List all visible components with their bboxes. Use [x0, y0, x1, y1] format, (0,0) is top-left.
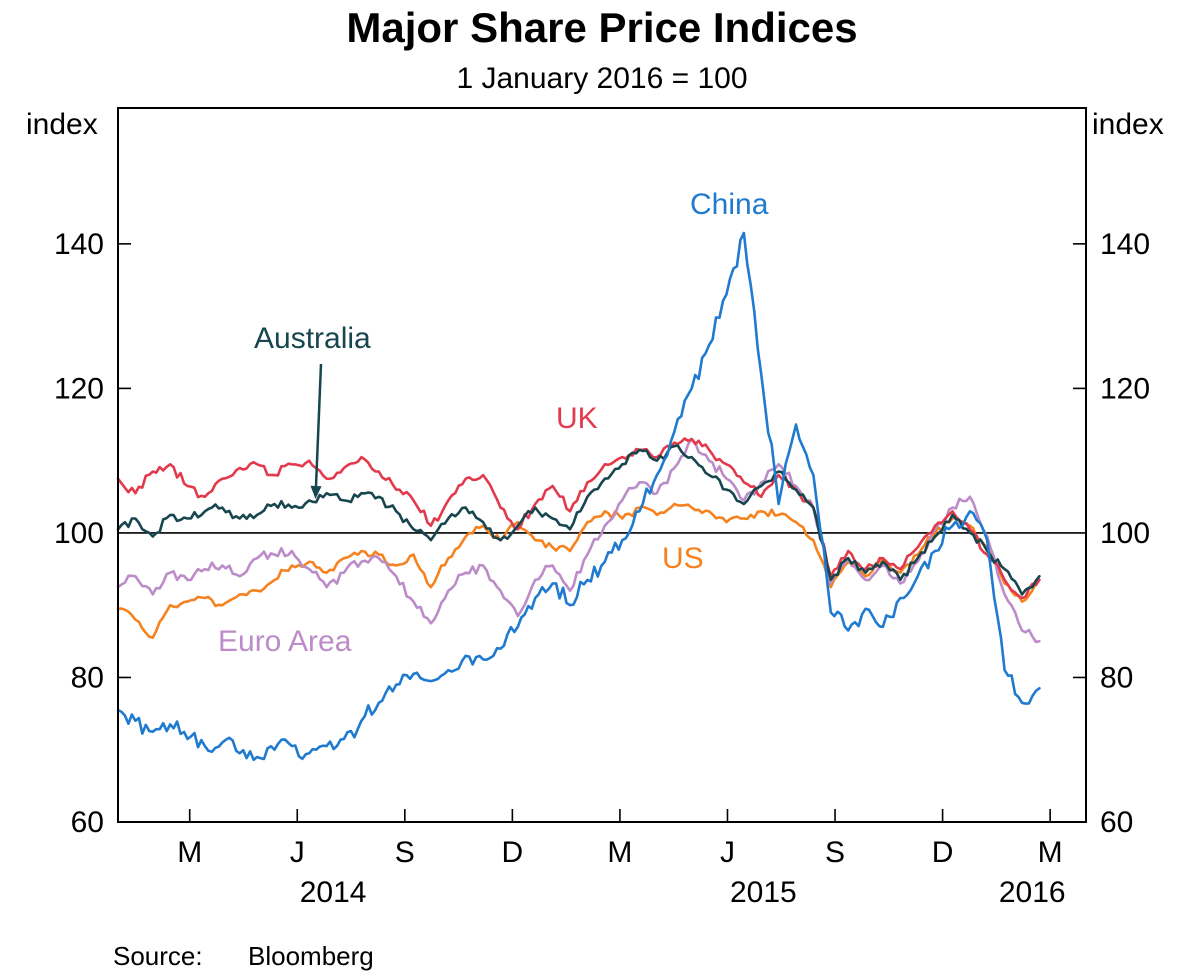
y-tick-label-right: 100	[1100, 517, 1150, 550]
x-tick-label: M	[607, 836, 632, 869]
y-tick-label-right: 140	[1100, 228, 1150, 261]
x-tick-label: D	[502, 836, 524, 869]
series-label-us: US	[662, 542, 704, 575]
x-tick-label: M	[1038, 836, 1063, 869]
x-tick-label: D	[932, 836, 954, 869]
x-tick-label: J	[720, 836, 735, 869]
y-tick-label-left: 120	[54, 372, 104, 405]
x-tick-label: M	[177, 836, 202, 869]
y-tick-label-left: 80	[71, 661, 104, 694]
y-axis-unit-right: index	[1092, 108, 1164, 141]
y-tick-label-right: 60	[1100, 806, 1133, 839]
x-tick-label: S	[825, 836, 845, 869]
source-label: Source:	[113, 941, 203, 971]
series-line-euro-area	[116, 437, 1041, 644]
x-tick-label: J	[290, 836, 305, 869]
source-value: Bloomberg	[248, 941, 374, 971]
chart-subtitle: 1 January 2016 = 100	[456, 62, 748, 95]
australia-arrow-head	[310, 485, 322, 499]
y-tick-label-left: 60	[71, 806, 104, 839]
y-axis-unit-left: index	[26, 108, 98, 141]
y-tick-label-right: 120	[1100, 372, 1150, 405]
x-year-label: 2015	[730, 876, 797, 909]
x-tick-label: S	[395, 836, 415, 869]
series-line-china	[116, 231, 1041, 762]
plot-frame	[117, 107, 1087, 823]
y-tick-label-left: 140	[54, 228, 104, 261]
series-line-us	[116, 502, 1041, 640]
series-label-china: China	[690, 188, 769, 221]
x-year-label: 2016	[999, 876, 1066, 909]
chart-title: Major Share Price Indices	[346, 4, 858, 51]
series-line-australia	[116, 444, 1041, 596]
series-label-australia: Australia	[254, 322, 371, 355]
y-tick-label-right: 80	[1100, 661, 1133, 694]
series-label-euro-area: Euro Area	[218, 625, 352, 658]
series-line-uk	[116, 437, 1041, 600]
series-label-uk: UK	[556, 402, 598, 435]
x-year-label: 2014	[300, 876, 367, 909]
australia-arrow-line	[314, 363, 323, 487]
y-tick-label-left: 100	[54, 517, 104, 550]
